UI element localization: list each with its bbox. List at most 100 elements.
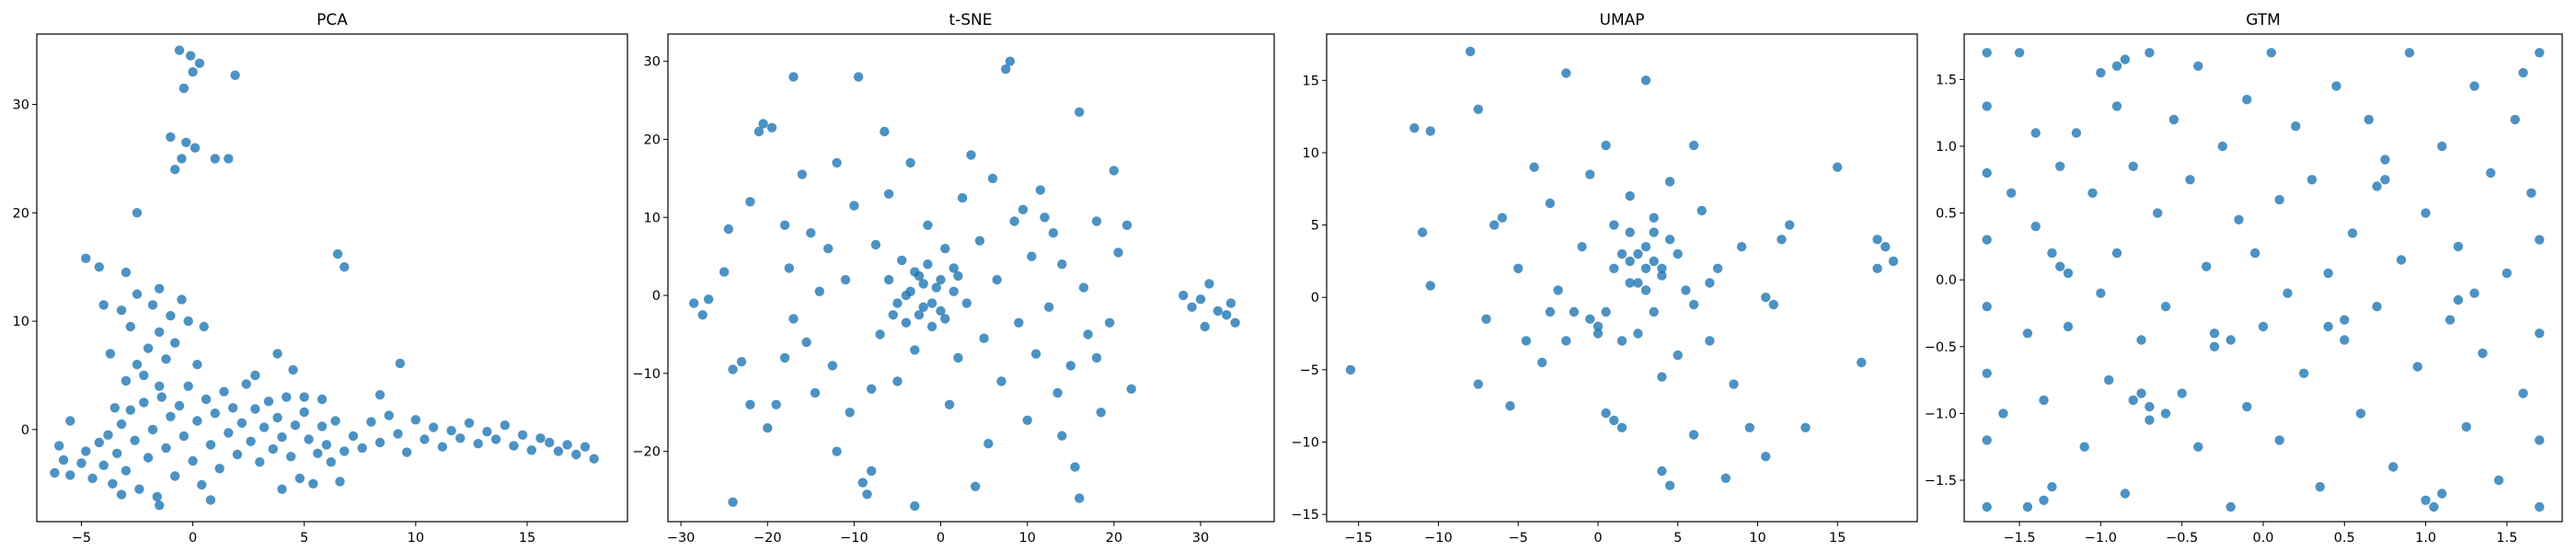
y-tick-label-pca: 20 xyxy=(13,206,29,221)
scatter-point-gtm xyxy=(2283,288,2293,298)
scatter-point-gtm xyxy=(2039,395,2049,406)
scatter-point-gtm xyxy=(2250,247,2260,259)
scatter-point-gtm xyxy=(1982,368,1992,378)
scatter-point-umap xyxy=(1872,235,1882,245)
scatter-point-pca xyxy=(188,455,198,466)
scatter-point-tsne xyxy=(914,310,925,320)
scatter-point-pca xyxy=(116,419,127,430)
scatter-point-pca xyxy=(241,379,251,389)
x-tick-label-pca: 10 xyxy=(408,531,424,546)
x-tick-label-umap: −10 xyxy=(1424,531,1453,546)
scatter-point-pca xyxy=(58,454,69,466)
scatter-point-pca xyxy=(161,443,171,454)
scatter-point-tsne xyxy=(996,376,1006,386)
scatter-point-umap xyxy=(1761,452,1771,462)
scatter-point-gtm xyxy=(2355,408,2366,419)
scatter-point-pca xyxy=(156,392,167,402)
scatter-point-tsne xyxy=(832,157,842,168)
scatter-point-umap xyxy=(1640,263,1651,273)
scatter-point-tsne xyxy=(883,274,894,285)
scatter-point-pca xyxy=(205,495,216,505)
axis-ticks-pca: −5 0 5 10 15 0 10 20 30 xyxy=(13,98,536,546)
scatter-point-pca xyxy=(170,471,180,481)
scatter-point-gtm xyxy=(2225,335,2236,345)
scatter-point-tsne xyxy=(801,337,811,348)
scatter-point-gtm xyxy=(2501,268,2513,279)
scatter-point-pca xyxy=(348,431,359,442)
scatter-point-gtm xyxy=(2535,435,2545,445)
plot-frame-umap xyxy=(1326,33,1918,523)
x-tick-label-umap: 5 xyxy=(1673,531,1682,546)
scatter-point-umap xyxy=(1601,306,1611,317)
scatter-point-tsne xyxy=(867,384,877,394)
scatter-point-pca xyxy=(147,300,158,310)
scatter-point-tsne xyxy=(1048,228,1059,238)
scatter-point-tsne xyxy=(1065,361,1076,371)
scatter-point-tsne xyxy=(883,189,894,199)
scatter-point-umap xyxy=(1625,227,1635,237)
x-tick-label-tsne: −20 xyxy=(753,531,782,546)
scatter-point-gtm xyxy=(2258,321,2269,332)
x-tick-label-umap: −5 xyxy=(1509,531,1528,546)
scatter-point-gtm xyxy=(2340,315,2350,325)
scatter-point-gtm xyxy=(2535,235,2545,245)
scatter-point-pca xyxy=(139,370,149,381)
scatter-point-pca xyxy=(286,452,296,462)
scatter-point-gtm xyxy=(2193,442,2203,452)
scatter-point-pca xyxy=(121,267,132,278)
scatter-point-tsne xyxy=(957,192,968,203)
scatter-point-umap xyxy=(1569,306,1580,317)
scatter-point-tsne xyxy=(966,150,976,160)
scatter-point-tsne xyxy=(892,376,903,386)
scatter-point-pca xyxy=(277,431,287,443)
scatter-point-gtm xyxy=(2274,194,2284,205)
scatter-point-gtm xyxy=(1982,435,1992,445)
scatter-point-pca xyxy=(464,418,475,428)
scatter-point-pca xyxy=(112,448,122,458)
panel-pca: PCA −5 0 5 10 15 0 10 20 30 xyxy=(13,11,628,546)
scatter-point-pca xyxy=(299,407,309,418)
scatter-point-pca xyxy=(103,430,113,440)
scatter-point-pca xyxy=(500,420,510,431)
scatter-point-umap xyxy=(1664,177,1675,187)
scatter-point-umap xyxy=(1729,379,1739,389)
scatter-point-gtm xyxy=(2030,221,2041,232)
y-tick-label-umap: 0 xyxy=(1311,291,1319,305)
scatter-point-pca xyxy=(562,440,572,450)
scatter-point-pca xyxy=(143,343,154,353)
scatter-point-umap xyxy=(1593,321,1604,331)
scatter-point-gtm xyxy=(2168,114,2179,125)
scatter-point-umap xyxy=(1761,293,1771,303)
panel-tsne: t-SNE −30 −20 −10 0 10 20 30 −20 −10 0 10 20 30 xyxy=(632,11,1275,546)
scatter-point-tsne xyxy=(923,220,933,230)
scatter-point-tsne xyxy=(827,361,838,371)
scatter-point-pca xyxy=(437,442,448,452)
scatter-point-gtm xyxy=(2388,462,2398,472)
scatter-point-tsne xyxy=(840,274,851,285)
scatter-point-pca xyxy=(178,431,190,442)
x-tick-label-tsne: 10 xyxy=(1018,531,1035,546)
scatter-point-gtm xyxy=(2437,141,2447,152)
scatter-point-umap xyxy=(1649,256,1659,267)
scatter-point-gtm xyxy=(2120,54,2131,64)
scatter-point-umap xyxy=(1640,285,1651,295)
scatter-point-umap xyxy=(1585,314,1595,324)
scatter-point-pca xyxy=(330,416,340,426)
scatter-point-gtm xyxy=(2145,48,2155,58)
scatter-point-tsne xyxy=(1040,213,1050,223)
scatter-point-tsne xyxy=(814,286,824,296)
scatter-point-tsne xyxy=(779,352,790,363)
scatter-point-umap xyxy=(1688,140,1699,151)
scatter-point-pca xyxy=(121,466,132,476)
scatter-point-umap xyxy=(1657,263,1667,273)
scatter-point-gtm xyxy=(2453,294,2464,305)
scatter-point-tsne xyxy=(806,228,816,238)
scatter-point-pca xyxy=(290,420,301,431)
scatter-point-gtm xyxy=(2234,214,2244,224)
scatter-point-pca xyxy=(121,375,132,386)
scatter-point-umap xyxy=(1657,270,1667,281)
scatter-point-tsne xyxy=(745,399,755,409)
scatter-point-tsne xyxy=(918,302,928,312)
scatter-point-pca xyxy=(230,70,240,81)
